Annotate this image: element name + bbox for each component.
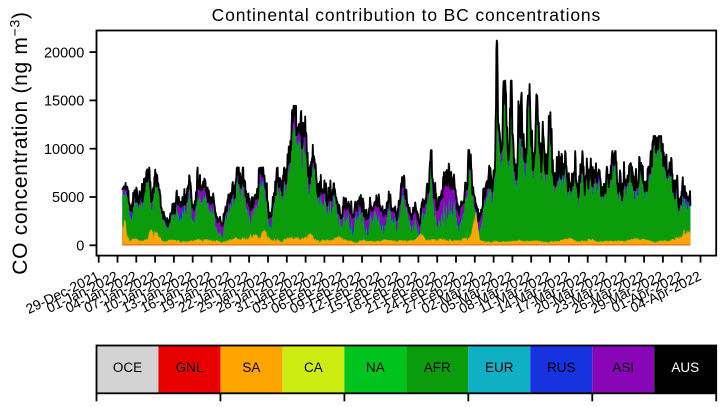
svg-text:OCE: OCE bbox=[113, 360, 142, 375]
svg-text:AFR: AFR bbox=[424, 360, 451, 375]
svg-text:RUS: RUS bbox=[547, 360, 576, 375]
svg-text:CA: CA bbox=[304, 360, 323, 375]
svg-text:ASI: ASI bbox=[612, 360, 634, 375]
svg-text:20000: 20000 bbox=[44, 45, 84, 61]
svg-text:0: 0 bbox=[76, 239, 84, 255]
svg-text:Continental contribution to BC: Continental contribution to BC concentra… bbox=[212, 5, 601, 25]
svg-text:NA: NA bbox=[366, 360, 385, 375]
svg-text:EUR: EUR bbox=[485, 360, 514, 375]
svg-text:15000: 15000 bbox=[44, 94, 84, 110]
svg-text:SA: SA bbox=[242, 360, 260, 375]
svg-text:CO concentration (ng m−3): CO concentration (ng m−3) bbox=[7, 11, 33, 274]
svg-text:5000: 5000 bbox=[52, 190, 84, 206]
svg-text:AUS: AUS bbox=[671, 360, 699, 375]
svg-text:GNL: GNL bbox=[176, 360, 204, 375]
svg-text:10000: 10000 bbox=[44, 142, 84, 158]
